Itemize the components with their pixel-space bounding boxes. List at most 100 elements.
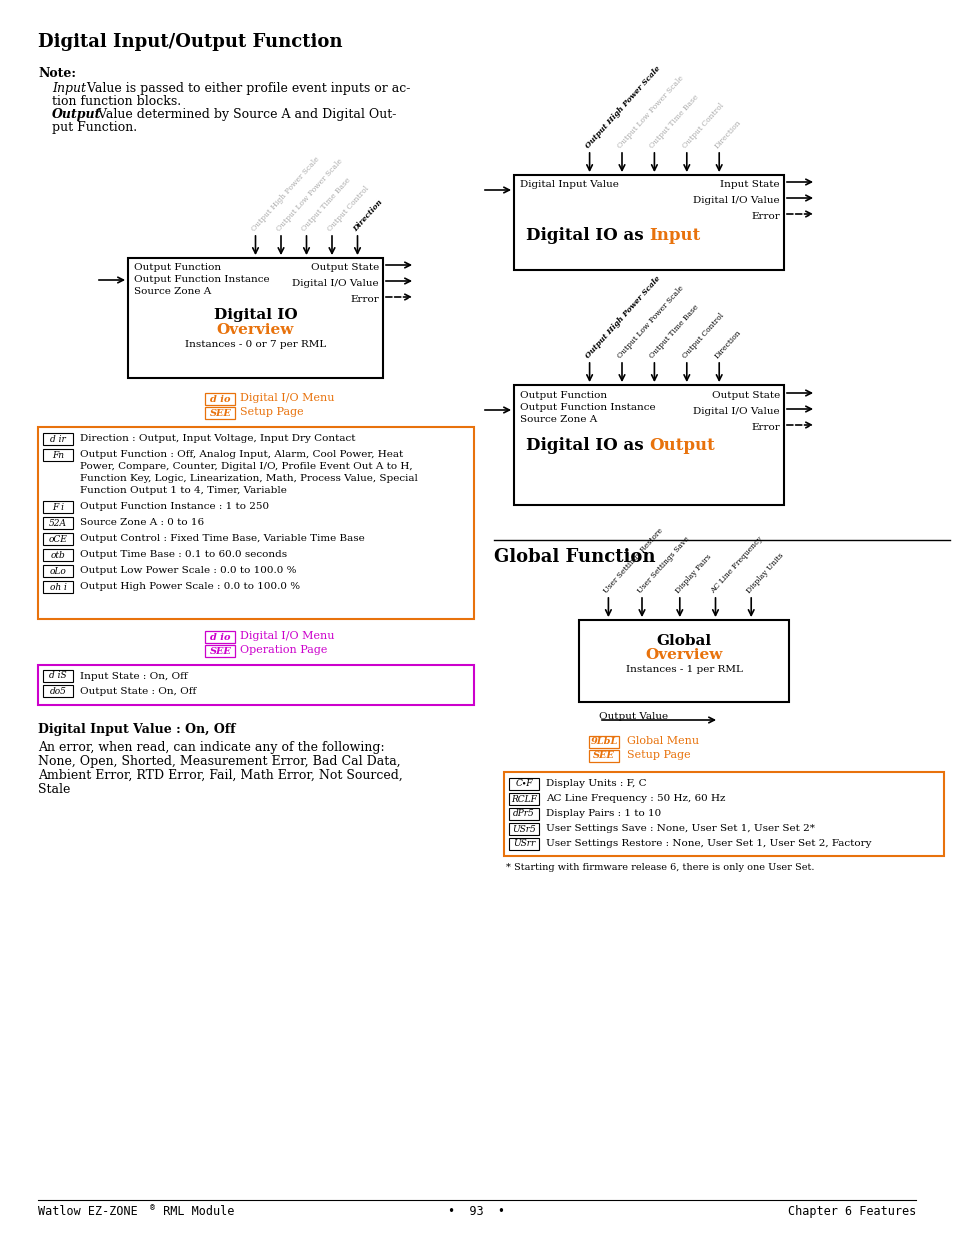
Text: Output Time Base: Output Time Base [648,93,700,149]
Text: otb: otb [51,551,66,559]
Text: Digital I/O Menu: Digital I/O Menu [240,631,335,641]
Text: oLo: oLo [50,567,67,576]
Text: Output State: Output State [711,391,780,400]
Text: Output Low Power Scale : 0.0 to 100.0 %: Output Low Power Scale : 0.0 to 100.0 % [80,566,296,576]
Bar [578,620,788,701]
Bar [588,736,618,748]
Text: Source Zone A: Source Zone A [519,415,597,424]
Text: Setup Page: Setup Page [240,408,304,417]
Bar [509,839,538,850]
Bar [514,175,783,270]
Bar [205,631,235,643]
Text: Overview: Overview [216,324,294,337]
Text: dPr5: dPr5 [513,809,535,819]
Text: * Starting with firmware release 6, there is only one User Set.: * Starting with firmware release 6, ther… [505,863,814,872]
Text: Function Output 1 to 4, Timer, Variable: Function Output 1 to 4, Timer, Variable [80,487,287,495]
Text: Value determined by Source A and Digital Out-: Value determined by Source A and Digital… [94,107,395,121]
Text: Value is passed to either profile event inputs or ac-: Value is passed to either profile event … [83,82,410,95]
Text: C∙F: C∙F [515,779,532,788]
Text: Output High Power Scale: Output High Power Scale [583,274,661,359]
Text: Output Time Base: Output Time Base [300,177,353,233]
Bar [43,550,73,561]
Text: Output Low Power Scale: Output Low Power Scale [274,157,344,233]
Bar [503,772,943,856]
Text: Error: Error [750,424,780,432]
Bar [43,534,73,545]
Text: Input: Input [648,227,700,245]
Text: Error: Error [750,212,780,221]
Text: d ir: d ir [51,435,66,443]
Text: AC Line Frequency : 50 Hz, 60 Hz: AC Line Frequency : 50 Hz, 60 Hz [545,794,724,803]
Text: Digital IO: Digital IO [213,308,297,322]
Bar [43,671,73,682]
Text: Operation Page: Operation Page [240,645,328,655]
Text: Global Function: Global Function [494,548,655,566]
Bar [509,823,538,835]
Text: Output Value: Output Value [598,713,667,721]
Bar [43,564,73,577]
Text: Direction: Direction [352,198,384,233]
Text: Output Function Instance : 1 to 250: Output Function Instance : 1 to 250 [80,501,269,511]
Text: Output Function: Output Function [133,263,221,272]
Text: User Settings Save: User Settings Save [636,535,691,595]
Text: •  93  •: • 93 • [448,1205,505,1218]
Text: Instances - 1 per RML: Instances - 1 per RML [625,664,741,674]
Text: Digital IO as: Digital IO as [525,227,648,245]
Text: Input: Input [52,82,86,95]
Text: Stale: Stale [38,783,71,797]
Text: F i: F i [52,503,64,511]
Text: Display Pairs : 1 to 10: Display Pairs : 1 to 10 [545,809,660,818]
Text: Direction: Direction [713,119,742,149]
Text: ®: ® [150,1203,154,1212]
Text: Output Function : Off, Analog Input, Alarm, Cool Power, Heat: Output Function : Off, Analog Input, Ala… [80,450,403,459]
Text: Output Function: Output Function [519,391,606,400]
Text: User Settings Save : None, User Set 1, User Set 2*: User Settings Save : None, User Set 1, U… [545,824,814,832]
Text: Output Low Power Scale: Output Low Power Scale [616,74,685,149]
Text: Digital I/O Value: Digital I/O Value [693,408,780,416]
Text: Fn: Fn [52,451,64,459]
Text: Display Pairs: Display Pairs [673,553,712,595]
Text: Power, Compare, Counter, Digital I/O, Profile Event Out A to H,: Power, Compare, Counter, Digital I/O, Pr… [80,462,413,471]
Text: Output Control : Fixed Time Base, Variable Time Base: Output Control : Fixed Time Base, Variab… [80,534,364,543]
Text: Output State : On, Off: Output State : On, Off [80,687,196,697]
Text: Direction : Output, Input Voltage, Input Dry Contact: Direction : Output, Input Voltage, Input… [80,433,355,443]
Text: USrr: USrr [513,840,535,848]
Text: do5: do5 [50,687,67,695]
Text: Ambient Error, RTD Error, Fail, Math Error, Not Sourced,: Ambient Error, RTD Error, Fail, Math Err… [38,769,402,782]
Text: 9LbL: 9LbL [590,737,617,746]
Text: Note:: Note: [38,67,76,80]
Bar [509,793,538,805]
Text: oh i: oh i [50,583,67,592]
Text: tion function blocks.: tion function blocks. [52,95,181,107]
Text: Output Function Instance: Output Function Instance [133,275,270,284]
Bar [509,808,538,820]
Text: Error: Error [350,295,378,304]
Text: d io: d io [210,394,231,404]
Text: Function Key, Logic, Linearization, Math, Process Value, Special: Function Key, Logic, Linearization, Math… [80,474,417,483]
Text: d iS: d iS [50,672,67,680]
Text: Setup Page: Setup Page [626,750,690,760]
Text: AC Line Frequency: AC Line Frequency [709,535,764,595]
Text: Global: Global [656,634,711,648]
Bar [43,685,73,697]
Text: Digital IO as: Digital IO as [525,437,648,454]
Text: Output High Power Scale : 0.0 to 100.0 %: Output High Power Scale : 0.0 to 100.0 % [80,582,300,592]
Text: put Function.: put Function. [52,121,137,135]
Text: USr5: USr5 [512,825,536,834]
Text: RCLF: RCLF [511,794,537,804]
Bar [38,664,474,705]
Text: RML Module: RML Module [156,1205,234,1218]
Text: Output Function Instance: Output Function Instance [519,403,655,412]
Text: SEE: SEE [210,409,232,417]
Bar [128,258,382,378]
Text: Output State: Output State [311,263,378,272]
Text: Watlow EZ-ZONE: Watlow EZ-ZONE [38,1205,137,1218]
Text: d io: d io [210,632,231,641]
Text: Output Control: Output Control [680,311,725,359]
Text: Input State : On, Off: Input State : On, Off [80,672,188,680]
Bar [588,750,618,762]
Text: oCE: oCE [49,535,68,543]
Text: Direction: Direction [713,329,742,359]
Text: Display Units : F, C: Display Units : F, C [545,779,646,788]
Text: Global Menu: Global Menu [626,736,699,746]
